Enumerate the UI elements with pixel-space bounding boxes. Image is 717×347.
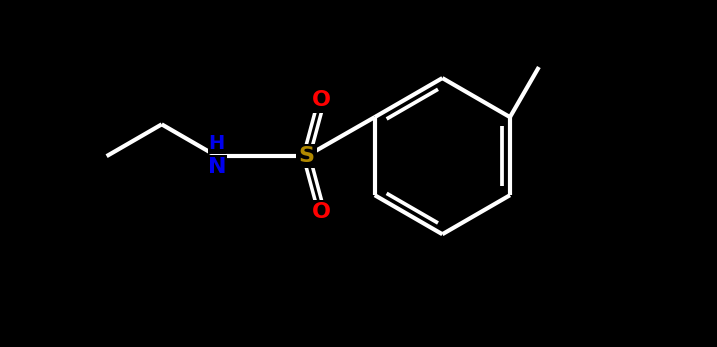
Text: S: S xyxy=(298,146,315,166)
Text: N: N xyxy=(207,156,226,177)
Text: O: O xyxy=(312,202,331,222)
Text: H: H xyxy=(209,134,225,153)
Text: O: O xyxy=(312,90,331,110)
